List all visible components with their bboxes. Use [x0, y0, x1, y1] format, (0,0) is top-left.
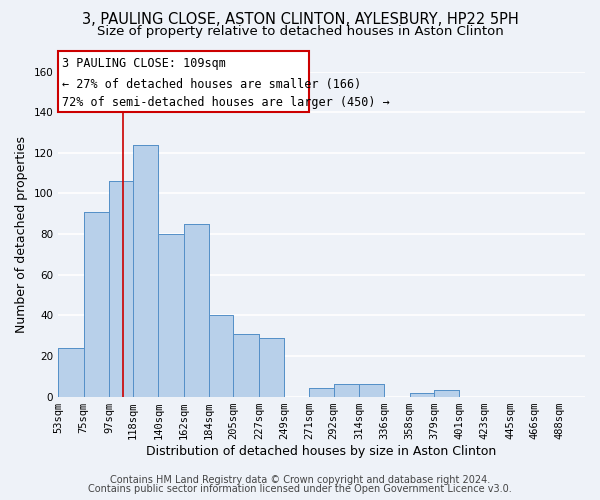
Bar: [109, 182, 133, 396]
X-axis label: Distribution of detached houses by size in Aston Clinton: Distribution of detached houses by size …: [146, 444, 497, 458]
Bar: [410, 392, 434, 396]
Text: 3, PAULING CLOSE, ASTON CLINTON, AYLESBURY, HP22 5PH: 3, PAULING CLOSE, ASTON CLINTON, AYLESBU…: [82, 12, 518, 28]
Bar: [434, 390, 460, 396]
Bar: [58, 348, 83, 397]
Bar: [158, 234, 184, 396]
Bar: [184, 224, 209, 396]
Y-axis label: Number of detached properties: Number of detached properties: [15, 136, 28, 332]
FancyBboxPatch shape: [58, 51, 310, 112]
Bar: [83, 212, 109, 396]
Bar: [83, 212, 109, 396]
Bar: [133, 144, 158, 396]
Bar: [109, 182, 133, 396]
Bar: [158, 234, 184, 396]
Bar: [334, 384, 359, 396]
Bar: [259, 338, 284, 396]
Bar: [233, 334, 259, 396]
Bar: [359, 384, 385, 396]
Bar: [310, 388, 334, 396]
Bar: [233, 334, 259, 396]
Bar: [58, 348, 83, 397]
Text: ← 27% of detached houses are smaller (166): ← 27% of detached houses are smaller (16…: [62, 78, 361, 90]
Bar: [259, 338, 284, 396]
Text: 72% of semi-detached houses are larger (450) →: 72% of semi-detached houses are larger (…: [62, 96, 389, 109]
Bar: [310, 388, 334, 396]
Bar: [359, 384, 385, 396]
Bar: [133, 144, 158, 396]
Bar: [184, 224, 209, 396]
Text: Size of property relative to detached houses in Aston Clinton: Size of property relative to detached ho…: [97, 25, 503, 38]
Bar: [434, 390, 460, 396]
Text: 3 PAULING CLOSE: 109sqm: 3 PAULING CLOSE: 109sqm: [62, 58, 226, 70]
Bar: [334, 384, 359, 396]
Text: Contains public sector information licensed under the Open Government Licence v3: Contains public sector information licen…: [88, 484, 512, 494]
Text: Contains HM Land Registry data © Crown copyright and database right 2024.: Contains HM Land Registry data © Crown c…: [110, 475, 490, 485]
Bar: [209, 316, 233, 396]
Bar: [410, 392, 434, 396]
Bar: [209, 316, 233, 396]
